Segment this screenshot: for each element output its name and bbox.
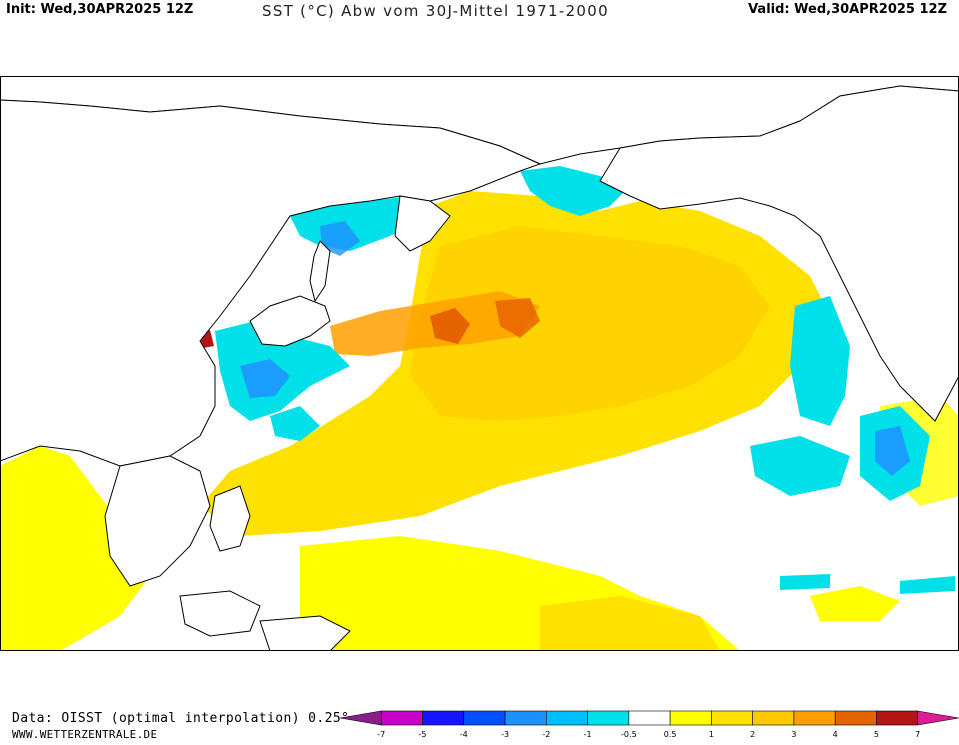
colorbar-tick-label: -4 bbox=[460, 730, 468, 739]
color-legend: -7 -5 -4 -3 -2 -1 -0.5 0.5 1 2 3 4 5 7 bbox=[339, 708, 959, 741]
init-time-label: Init: Wed,30APR2025 12Z bbox=[6, 2, 194, 17]
colorbar-tick-label: -1 bbox=[584, 730, 592, 739]
sakhalin-island bbox=[309, 240, 331, 303]
colorbar-swatch bbox=[380, 710, 423, 726]
southeast-asia-mainland bbox=[104, 455, 211, 587]
colorbar-tick-label: 7 bbox=[915, 730, 920, 739]
colorbar-swatch bbox=[463, 710, 506, 726]
kamchatka-peninsula bbox=[394, 195, 451, 252]
land-masses bbox=[0, 76, 959, 651]
colorbar-swatch bbox=[917, 710, 959, 726]
colorbar-tick-label: 4 bbox=[833, 730, 838, 739]
colorbar-swatch bbox=[546, 710, 588, 726]
colorbar-swatch bbox=[711, 710, 753, 726]
colorbar-swatch bbox=[793, 710, 836, 726]
cold-anomaly-areas bbox=[215, 166, 955, 594]
colorbar-swatch bbox=[504, 710, 547, 726]
website-label: WWW.WETTERZENTRALE.DE bbox=[12, 728, 158, 741]
colorbar-swatch bbox=[422, 710, 465, 726]
data-source-label: Data: OISST (optimal interpolation) 0.25… bbox=[12, 711, 350, 726]
north-america-landmass bbox=[599, 85, 959, 422]
colorbar-tick-label: 1 bbox=[709, 730, 714, 739]
japan-islands bbox=[249, 295, 331, 347]
warm-anomaly-areas bbox=[0, 91, 959, 651]
colorbar-tick-label: 3 bbox=[791, 730, 796, 739]
sulawesi-new-guinea bbox=[259, 615, 351, 651]
colorbar-tick-label: -3 bbox=[501, 730, 509, 739]
colorbar-tick-label: -7 bbox=[377, 730, 385, 739]
borneo-island bbox=[179, 590, 261, 637]
colorbar-canvas: -7 -5 -4 -3 -2 -1 -0.5 0.5 1 2 3 4 5 7 bbox=[339, 710, 959, 739]
colorbar-swatch bbox=[834, 710, 877, 726]
map-canvas bbox=[0, 76, 959, 651]
colorbar-tick-label: -0.5 bbox=[621, 730, 637, 739]
sst-anomaly-map bbox=[0, 76, 959, 651]
colorbar-tick-label: 5 bbox=[874, 730, 879, 739]
colorbar-swatch bbox=[587, 710, 630, 726]
philippines-islands bbox=[209, 485, 251, 552]
colorbar-swatch bbox=[628, 710, 671, 726]
colorbar-swatch bbox=[669, 710, 712, 726]
colorbar-tick-label: -5 bbox=[419, 730, 427, 739]
colorbar-tick-label: -2 bbox=[542, 730, 550, 739]
map-title: SST (°C) Abw vom 30J-Mittel 1971-2000 bbox=[262, 2, 609, 20]
colorbar-tick-label: 0.5 bbox=[664, 730, 677, 739]
colorbar-swatch bbox=[876, 710, 919, 726]
colorbar-swatch bbox=[752, 710, 795, 726]
valid-time-label: Valid: Wed,30APR2025 12Z bbox=[748, 2, 947, 17]
colorbar-swatch bbox=[339, 710, 382, 726]
colorbar-tick-label: 2 bbox=[750, 730, 755, 739]
